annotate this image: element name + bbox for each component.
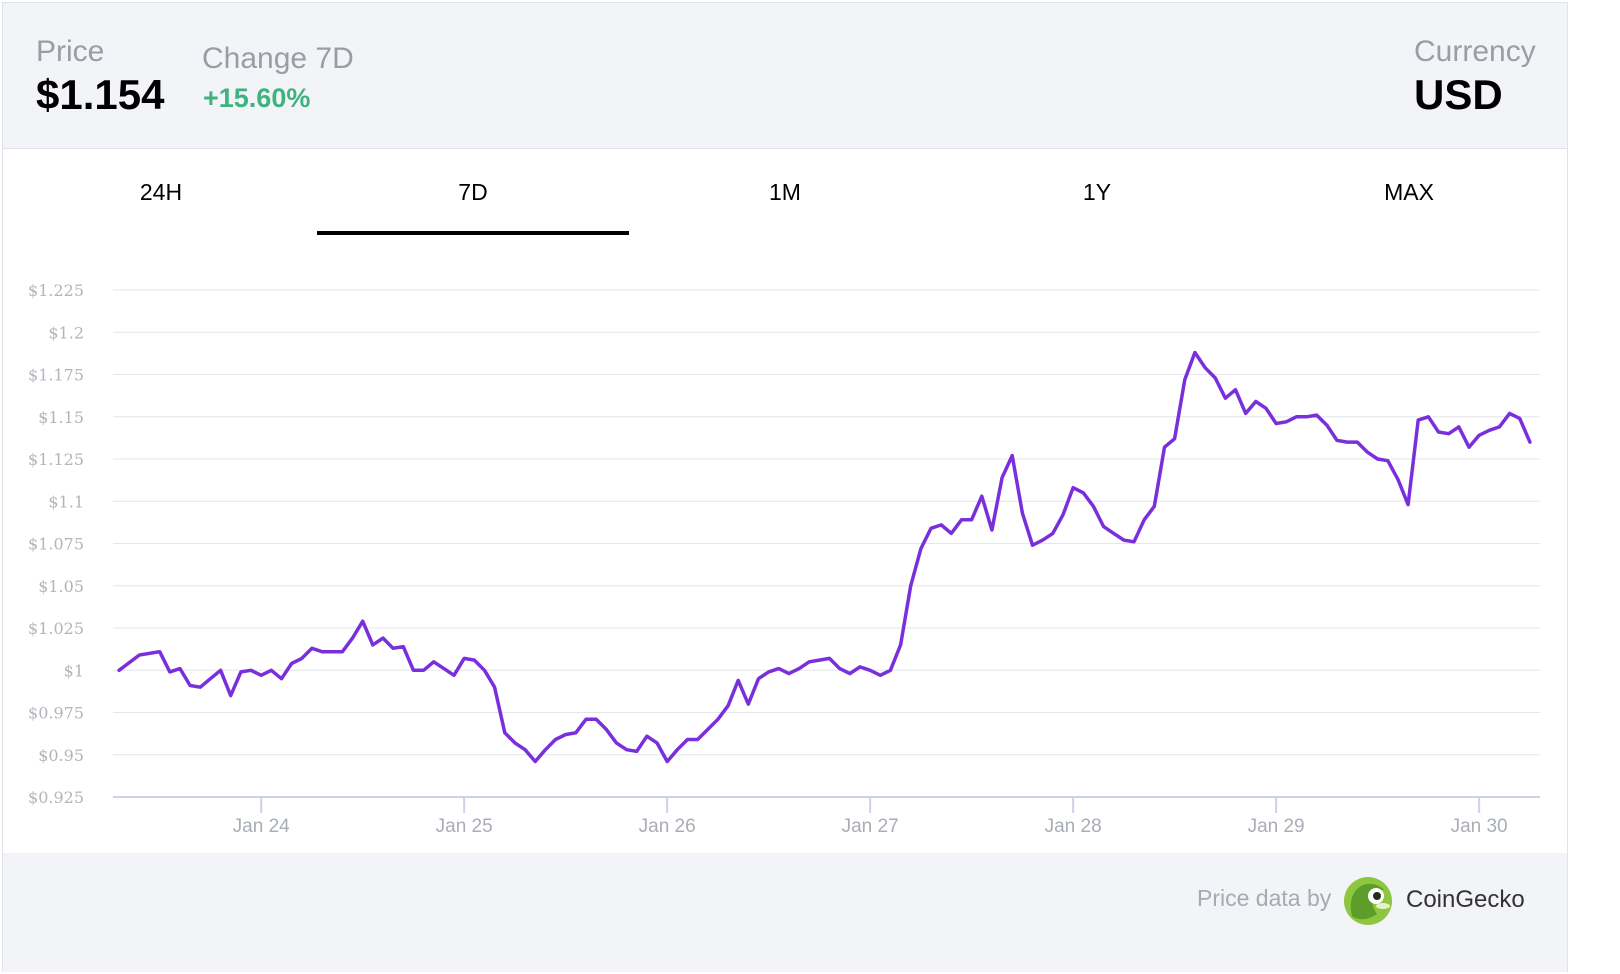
x-tick-label: Jan 25 bbox=[436, 816, 493, 837]
x-tick-label: Jan 24 bbox=[233, 816, 290, 837]
x-tick-label: Jan 28 bbox=[1045, 816, 1102, 837]
y-tick-label: $1.05 bbox=[38, 577, 84, 596]
price-widget: Price $1.154 Change 7D +15.60% Currency … bbox=[2, 2, 1568, 972]
price-chart-svg: $1.225 $1.2 $1.175 $1.15 $1.125 $1.1 $1.075 $1.… bbox=[28, 281, 1540, 837]
change-label: Change 7D bbox=[202, 42, 354, 75]
attribution-label: Price data by bbox=[1197, 885, 1332, 911]
price-chart: $1.225 $1.2 $1.175 $1.15 $1.125 $1.1 $1.075 $1.… bbox=[3, 243, 1567, 853]
price-header: Price $1.154 Change 7D +15.60% Currency … bbox=[3, 3, 1567, 149]
y-tick-label: $1.2 bbox=[48, 323, 84, 342]
y-tick-label: $1 bbox=[64, 661, 84, 680]
y-tick-label: $1.075 bbox=[28, 535, 84, 554]
x-tick-label: Jan 27 bbox=[842, 816, 899, 837]
tab-24h[interactable]: 24H bbox=[139, 178, 183, 205]
y-tick-label: $1.025 bbox=[28, 619, 84, 638]
tab-max[interactable]: MAX bbox=[1384, 178, 1434, 205]
price-line bbox=[117, 350, 1532, 764]
x-tick-label: Jan 29 bbox=[1248, 816, 1305, 837]
y-tick-label: $1.15 bbox=[38, 408, 84, 427]
tab-1y[interactable]: 1Y bbox=[1082, 178, 1112, 205]
y-tick-label: $0.95 bbox=[38, 746, 84, 765]
currency-value: USD bbox=[1414, 71, 1503, 118]
y-tick-label: $1.225 bbox=[28, 281, 84, 300]
change-value: +15.60% bbox=[203, 83, 311, 113]
currency-label: Currency bbox=[1414, 35, 1536, 68]
y-tick-label: $0.975 bbox=[28, 704, 84, 723]
coingecko-brand-name[interactable]: CoinGecko bbox=[1406, 886, 1525, 913]
x-tick-label: Jan 30 bbox=[1451, 816, 1508, 837]
coingecko-logo-icon[interactable] bbox=[1343, 876, 1393, 926]
footer: Price data by CoinGecko bbox=[3, 853, 1567, 972]
y-tick-label: $0.925 bbox=[28, 788, 84, 807]
x-tick-label: Jan 26 bbox=[639, 816, 696, 837]
price-value: $1.154 bbox=[36, 71, 165, 118]
y-tick-label: $1.175 bbox=[28, 366, 84, 385]
timeframe-tabs: 24H 7D 1M 1Y MAX bbox=[3, 149, 1567, 239]
y-tick-label: $1.1 bbox=[48, 492, 84, 511]
y-tick-label: $1.125 bbox=[28, 450, 84, 469]
price-label: Price bbox=[36, 35, 105, 68]
tab-1m[interactable]: 1M bbox=[769, 178, 801, 205]
tab-7d[interactable]: 7D bbox=[317, 149, 629, 235]
